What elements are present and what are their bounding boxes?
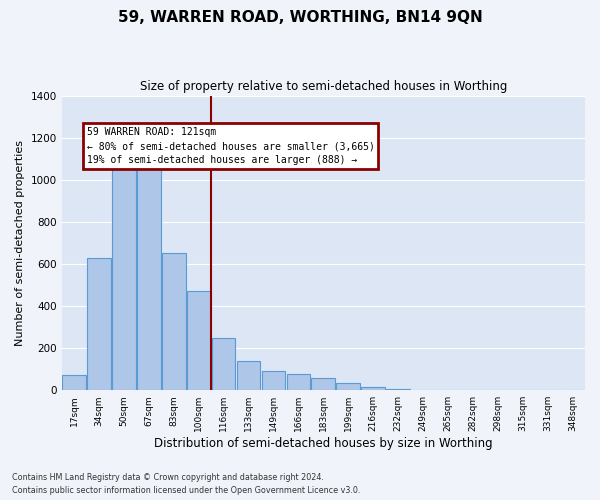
Bar bbox=[361, 387, 385, 390]
Text: 59, WARREN ROAD, WORTHING, BN14 9QN: 59, WARREN ROAD, WORTHING, BN14 9QN bbox=[118, 10, 482, 25]
Bar bbox=[187, 292, 211, 390]
Bar bbox=[262, 372, 286, 390]
Title: Size of property relative to semi-detached houses in Worthing: Size of property relative to semi-detach… bbox=[140, 80, 507, 93]
Bar bbox=[212, 338, 235, 390]
Bar bbox=[237, 360, 260, 390]
Bar bbox=[137, 154, 161, 390]
Bar bbox=[87, 258, 111, 390]
Bar bbox=[162, 254, 185, 390]
X-axis label: Distribution of semi-detached houses by size in Worthing: Distribution of semi-detached houses by … bbox=[154, 437, 493, 450]
Bar bbox=[62, 376, 86, 390]
Bar bbox=[112, 158, 136, 390]
Y-axis label: Number of semi-detached properties: Number of semi-detached properties bbox=[15, 140, 25, 346]
Text: Contains HM Land Registry data © Crown copyright and database right 2024.
Contai: Contains HM Land Registry data © Crown c… bbox=[12, 474, 361, 495]
Text: 59 WARREN ROAD: 121sqm
← 80% of semi-detached houses are smaller (3,665)
19% of : 59 WARREN ROAD: 121sqm ← 80% of semi-det… bbox=[86, 127, 374, 165]
Bar bbox=[311, 378, 335, 390]
Bar bbox=[337, 383, 360, 390]
Bar bbox=[287, 374, 310, 390]
Bar bbox=[386, 389, 410, 390]
